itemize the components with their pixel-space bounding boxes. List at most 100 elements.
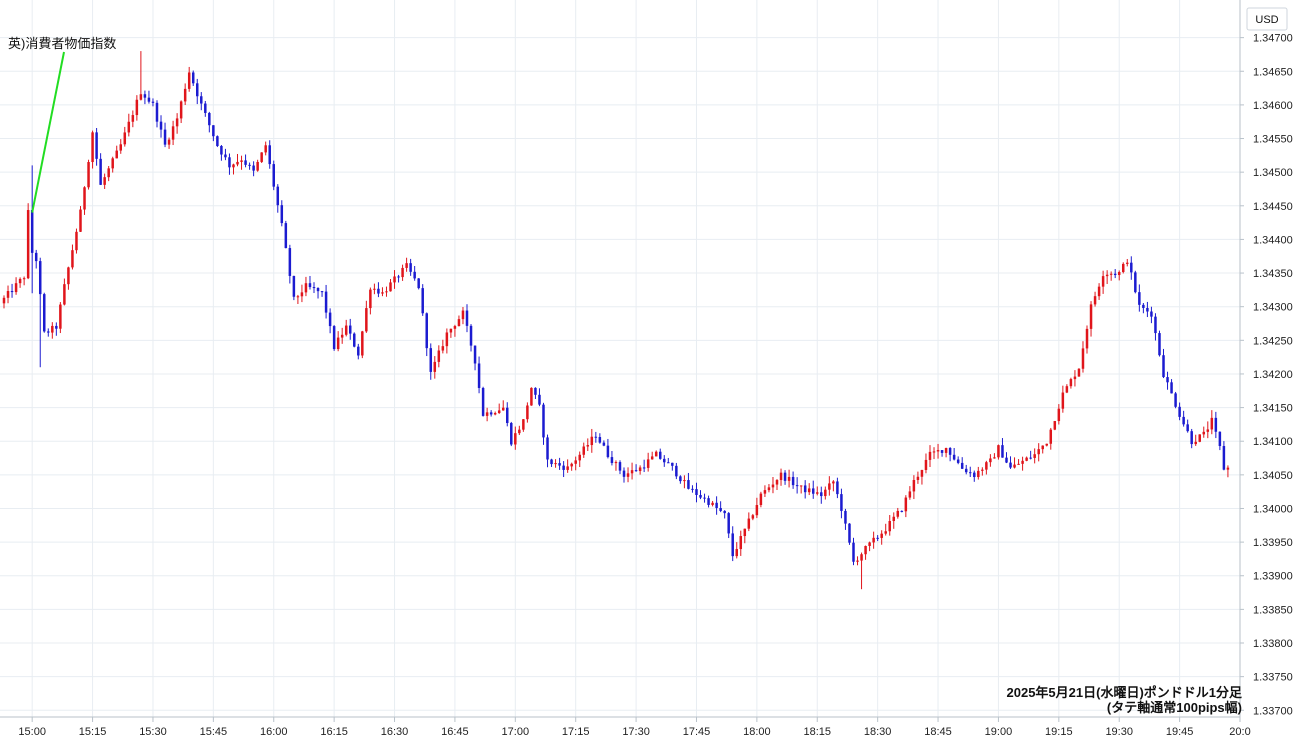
candle (534, 387, 537, 400)
candle-body (687, 480, 690, 489)
candle (433, 356, 437, 379)
candle (1190, 428, 1193, 449)
candle-body (1166, 377, 1169, 383)
candle (582, 442, 586, 458)
x-tick-label: 16:15 (320, 726, 348, 738)
candle-body (34, 252, 38, 262)
x-tick-label: 16:00 (260, 726, 288, 738)
candle (397, 274, 400, 283)
candle-body (1081, 348, 1085, 369)
candle (779, 468, 783, 486)
candle (864, 545, 867, 560)
candle (107, 166, 110, 182)
candle-body (47, 331, 50, 333)
candle-body (489, 412, 493, 415)
candle-body (413, 271, 416, 279)
candle (574, 456, 577, 471)
y-tick-label: 1.33750 (1253, 672, 1293, 684)
candle-body (437, 350, 441, 362)
candle-body (586, 445, 590, 447)
currency-unit-label: USD (1255, 14, 1278, 26)
candle-body (1154, 316, 1157, 334)
candle-body (723, 510, 726, 514)
candle (1045, 443, 1048, 447)
candle-body (1186, 424, 1189, 432)
candle-body (147, 97, 151, 102)
candle (300, 284, 304, 303)
candle-body (115, 150, 118, 159)
candle-body (1065, 386, 1069, 393)
candle (989, 454, 992, 467)
candle (767, 484, 771, 493)
candle-body (1021, 460, 1024, 464)
candle-body (1210, 417, 1214, 430)
grid-lines (0, 0, 1241, 717)
candle-body (163, 129, 167, 145)
candle (232, 163, 235, 175)
candle (602, 440, 606, 447)
candle (1218, 431, 1222, 451)
candle (457, 315, 461, 327)
candle-body (574, 460, 577, 464)
candle (844, 508, 847, 530)
x-tick-label: 18:30 (864, 726, 892, 738)
candle (47, 328, 50, 337)
candle (715, 496, 718, 515)
candle-body (421, 288, 424, 314)
candle-body (864, 545, 867, 555)
candle (135, 95, 139, 121)
candle-body (131, 115, 135, 122)
candle-body (960, 462, 964, 469)
candle (1170, 379, 1173, 394)
candle-body (155, 102, 159, 122)
y-tick-label: 1.34600 (1253, 100, 1293, 112)
candle-body (236, 161, 239, 165)
candle (952, 447, 956, 461)
candle-body (497, 410, 501, 414)
candle (236, 153, 239, 167)
candle-body (481, 387, 485, 416)
candle-body (1009, 462, 1012, 468)
candle (880, 530, 883, 545)
candle-body (1037, 449, 1040, 455)
candle-body (433, 361, 437, 372)
candle-body (159, 121, 163, 130)
candle (824, 486, 827, 500)
candle-body (175, 118, 179, 127)
candle (1001, 438, 1004, 458)
candle (562, 461, 565, 478)
candle-body (876, 537, 879, 539)
candle (916, 471, 920, 484)
caption-line-1: 2025年5月21日(水曜日)ポンドドル1分足 (1007, 685, 1243, 700)
candle-body (55, 325, 58, 329)
candle (739, 530, 743, 556)
candle (127, 113, 131, 137)
candle (477, 356, 481, 394)
candle (417, 278, 420, 290)
candle (1158, 330, 1161, 357)
candle (308, 275, 312, 290)
candle (626, 467, 630, 483)
candle-body (779, 472, 783, 481)
candle-body (828, 483, 831, 490)
candle-body (1222, 446, 1226, 470)
candle-body (171, 126, 175, 140)
candle (95, 128, 98, 166)
candle (671, 462, 674, 471)
candle-body (1033, 454, 1036, 458)
candle (357, 343, 360, 360)
candle (799, 485, 803, 494)
x-tick-label: 18:15 (803, 726, 831, 738)
candle (1061, 385, 1065, 413)
candle (1057, 404, 1061, 425)
candle (340, 327, 344, 344)
candle (59, 302, 62, 334)
candle-body (667, 462, 670, 464)
candle-body (824, 489, 827, 497)
candle (590, 428, 594, 453)
candle (365, 300, 368, 333)
candle (936, 443, 940, 459)
candle (316, 287, 320, 299)
candle (336, 331, 340, 352)
candle (711, 500, 714, 507)
